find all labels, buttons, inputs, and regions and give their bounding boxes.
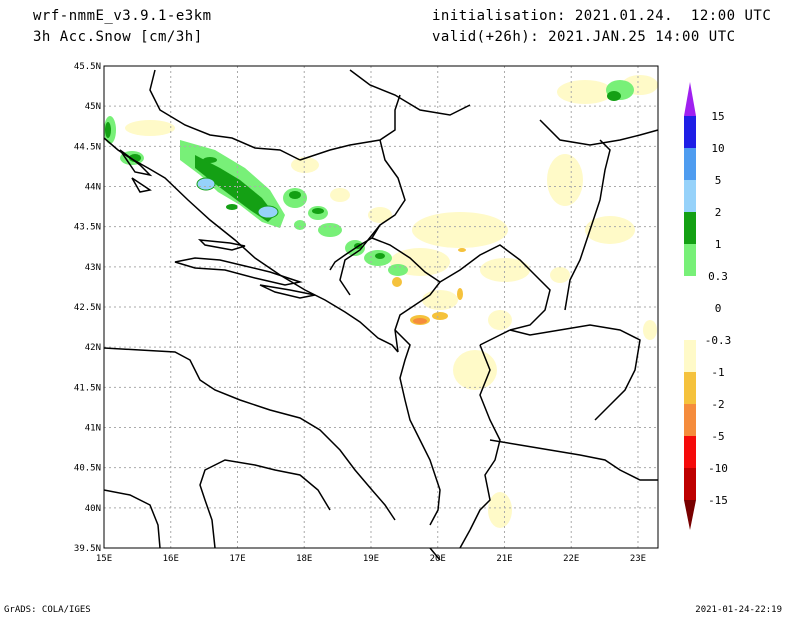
colorbar-top-arrow (684, 82, 696, 116)
lat-tick-label: 40N (85, 504, 101, 514)
colorbar-label: -2 (711, 398, 724, 411)
colorbar-segment (684, 468, 696, 500)
colorbar-label: 15 (711, 110, 724, 123)
lat-tick-label: 43.5N (74, 223, 101, 233)
colorbar-segment (684, 244, 696, 276)
lon-tick-label: 21E (496, 554, 512, 564)
graticule (104, 66, 658, 548)
green-areas (105, 91, 621, 259)
colorbar-segment (684, 148, 696, 180)
colorbar-label: 1 (715, 238, 722, 251)
lat-tick-label: 45.5N (74, 62, 101, 72)
lon-tick-label: 22E (563, 554, 579, 564)
light-blue-areas (196, 177, 279, 219)
lon-tick-label: 16E (163, 554, 179, 564)
colorbar-segment (684, 116, 696, 148)
lon-tick-label: 15E (96, 554, 112, 564)
longitude-labels: 15E 16E 17E 18E 19E 20E 21E 22E 23E (96, 554, 646, 564)
lat-tick-label: 40.5N (74, 464, 101, 474)
field-title: 3h Acc.Snow [cm/3h] (33, 29, 203, 45)
colorbar-segment (684, 180, 696, 212)
lon-tick-label: 20E (430, 554, 446, 564)
lat-tick-label: 42N (85, 343, 101, 353)
lat-tick-label: 39.5N (74, 544, 101, 554)
colorbar-label: 10 (711, 142, 724, 155)
footer-credit: GrADS: COLA/IGES (4, 605, 91, 615)
lon-tick-label: 19E (363, 554, 379, 564)
colorbar-label: 0.3 (708, 270, 728, 283)
model-title: wrf-nmmE_v3.9.1-e3km (33, 8, 212, 24)
lat-tick-label: 41.5N (74, 383, 101, 393)
colorbar-segment (684, 212, 696, 244)
lat-tick-label: 43N (85, 263, 101, 273)
footer-timestamp: 2021-01-24-22:19 (695, 605, 782, 615)
valid-time: valid(+26h): 2021.JAN.25 14:00 UTC (432, 29, 736, 45)
lon-tick-label: 18E (296, 554, 312, 564)
lon-tick-label: 23E (630, 554, 646, 564)
colorbar-segment (684, 340, 696, 372)
colorbar-segment (684, 404, 696, 436)
lat-tick-label: 45N (85, 102, 101, 112)
lat-tick-label: 41N (85, 424, 101, 434)
colorbar-label: -0.3 (705, 334, 732, 347)
colorbar-label: 5 (715, 174, 722, 187)
negative-areas (392, 248, 466, 325)
colorbar-label: -1 (711, 366, 724, 379)
forecast-map: 15E 16E 17E 18E 19E 20E 21E 22E 23E 45.5N 45N 44.5… (74, 62, 731, 564)
colorbar-legend: 15 10 5 2 1 0.3 0 -0.3 -1 -2 -5 -10 -15 (684, 82, 731, 530)
lon-tick-label: 17E (229, 554, 245, 564)
colorbar-label: -10 (708, 462, 728, 475)
colorbar-label: 0 (715, 302, 722, 315)
lat-tick-label: 42.5N (74, 303, 101, 313)
colorbar-label: -15 (708, 494, 728, 507)
colorbar-segment (684, 372, 696, 404)
lat-tick-label: 44N (85, 183, 101, 193)
map-frame (103, 65, 659, 549)
colorbar-segment (684, 436, 696, 468)
lat-tick-label: 44.5N (74, 142, 101, 152)
colorbar-bottom-arrow (684, 500, 696, 530)
colorbar-label: -5 (711, 430, 724, 443)
colorbar-segment (684, 276, 696, 308)
coastlines-and-borders (103, 69, 659, 561)
latitude-labels: 45.5N 45N 44.5N 44N 43.5N 43N 42.5N 42N 41.5N 41N… (74, 62, 101, 554)
colorbar-label: 2 (715, 206, 722, 219)
colorbar-segment (684, 308, 696, 340)
initialisation-time: initialisation: 2021.01.24. 12:00 UTC (432, 8, 772, 24)
